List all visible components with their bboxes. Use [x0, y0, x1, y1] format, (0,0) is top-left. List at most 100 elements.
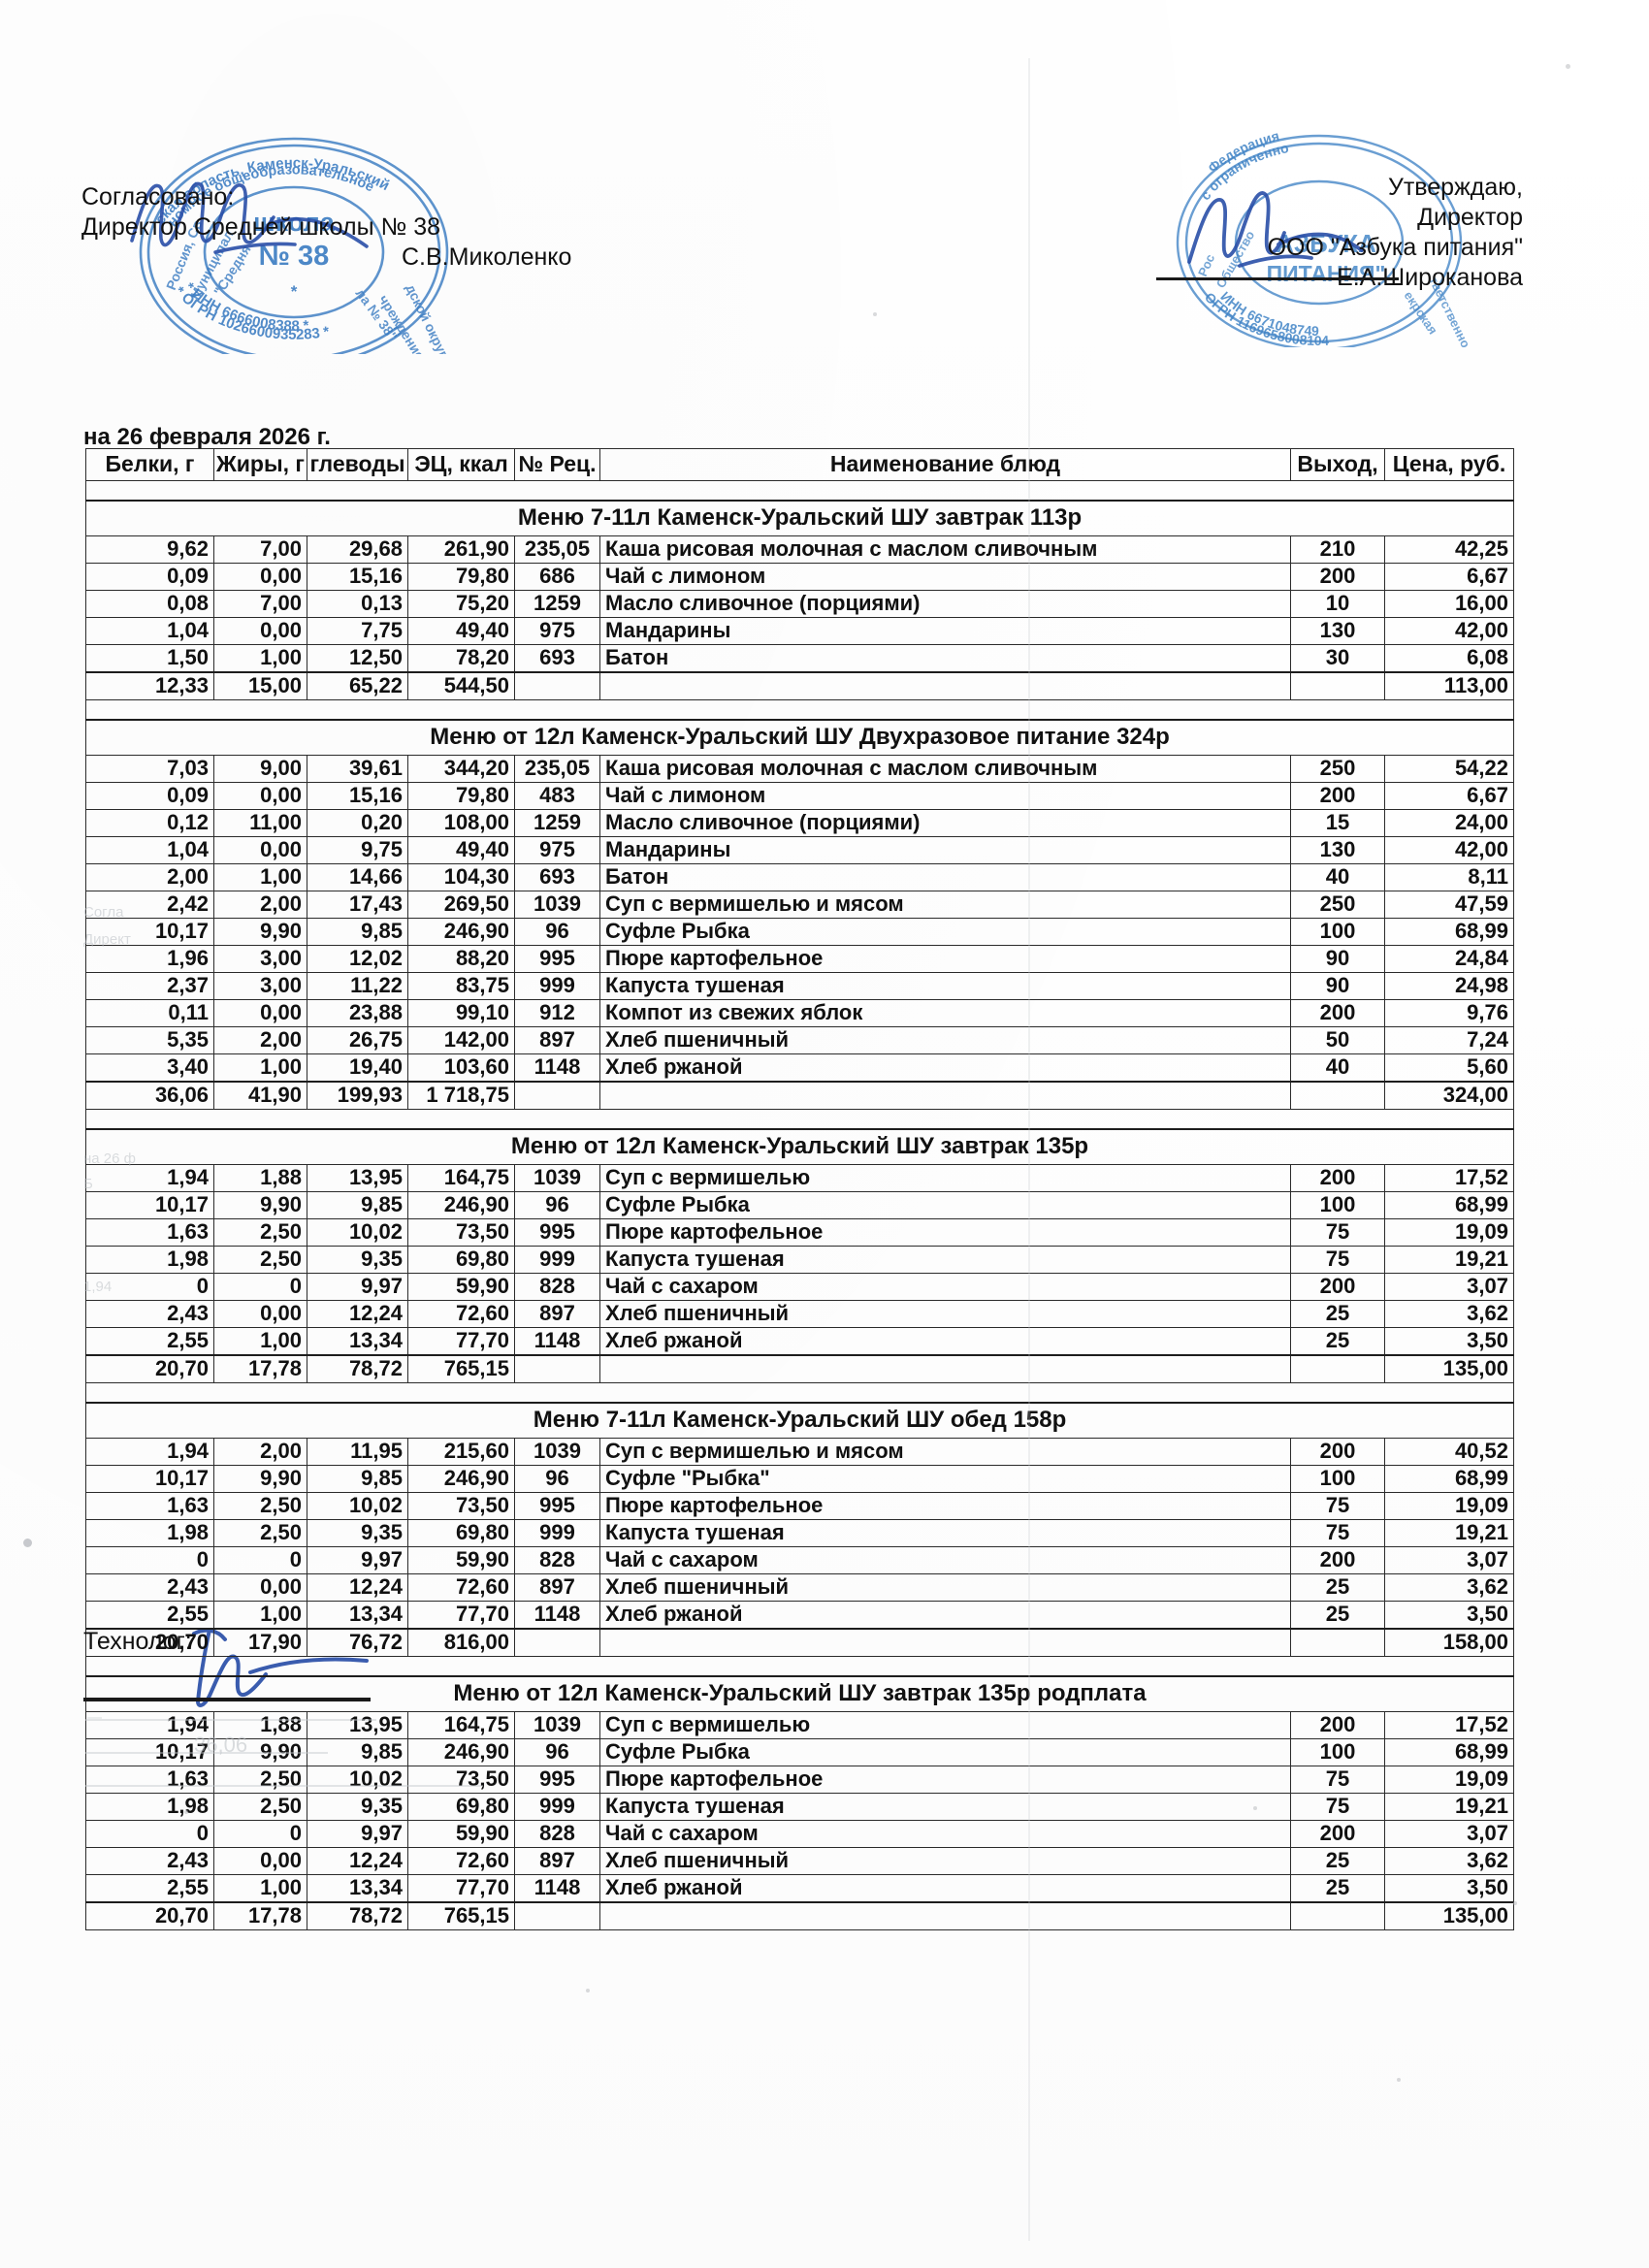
cell-fat: 2,50	[213, 1492, 307, 1520]
cell-protein: 1,04	[85, 836, 214, 864]
cell-recipe-no: 1039	[514, 1438, 600, 1466]
total-carbs: 78,72	[307, 1901, 408, 1930]
cell-dish-name: Суп с вермишелью и мясом	[599, 1438, 1291, 1466]
table-row: 2,42 2,00 17,43 269,50 1039 Суп с вермишелью …	[85, 891, 1514, 919]
cell-dish-name: Суфле Рыбка	[599, 1191, 1291, 1219]
cell-recipe-no: 1039	[514, 891, 600, 919]
cell-fat: 7,00	[213, 535, 307, 564]
cell-dish-name: Капуста тушеная	[599, 1793, 1291, 1821]
total-protein: 20,70	[85, 1901, 214, 1930]
section-total-row: 36,06 41,90 199,93 1 718,75 324,00	[85, 1081, 1514, 1110]
cell-output: 75	[1290, 1218, 1385, 1247]
cell-dish-name: Хлеб пшеничный	[599, 1300, 1291, 1328]
cell-output: 75	[1290, 1492, 1385, 1520]
table-row: 1,63 2,50 10,02 73,50 995 Пюре картофельное 75…	[85, 1218, 1514, 1247]
cell-fat: 2,50	[213, 1519, 307, 1547]
cell-carbs: 12,24	[307, 1573, 408, 1602]
cell-carbs: 17,43	[307, 891, 408, 919]
section-spacer-cell	[85, 1382, 1514, 1403]
total-price: 324,00	[1384, 1081, 1514, 1110]
total-recipe-no	[514, 1901, 600, 1930]
cell-carbs: 14,66	[307, 863, 408, 891]
scan-ghost-text: 36,06	[194, 1733, 248, 1757]
table-row: 2,43 0,00 12,24 72,60 897 Хлеб пшеничный 25 3,6…	[85, 1573, 1514, 1602]
cell-dish-name: Чай с сахаром	[599, 1273, 1291, 1301]
cell-output: 200	[1290, 563, 1385, 591]
cell-fat: 9,90	[213, 918, 307, 946]
table-row: 2,00 1,00 14,66 104,30 693 Батон 40 8,11	[85, 863, 1514, 891]
cell-dish-name: Суфле "Рыбка"	[599, 1465, 1291, 1493]
table-row: 0,09 0,00 15,16 79,80 483 Чай с лимоном 200 6,6…	[85, 782, 1514, 810]
cell-dish-name: Чай с лимоном	[599, 782, 1291, 810]
cell-output: 100	[1290, 1465, 1385, 1493]
cell-dish-name: Суфле Рыбка	[599, 1738, 1291, 1766]
total-energy: 544,50	[407, 671, 515, 700]
section-title-row: Меню 7-11л Каменск-Уральский ШУ обед 158…	[85, 1402, 1514, 1439]
cell-price: 3,62	[1384, 1573, 1514, 1602]
section-total-row: 12,33 15,00 65,22 544,50 113,00	[85, 671, 1514, 700]
svg-text:*: *	[291, 282, 298, 301]
cell-fat: 0	[213, 1546, 307, 1574]
cell-protein: 1,50	[85, 644, 214, 673]
svg-text:* ОГРН 1026600935283 *: * ОГРН 1026600935283 *	[172, 283, 331, 343]
cell-output: 200	[1290, 999, 1385, 1027]
cell-output: 100	[1290, 1738, 1385, 1766]
cell-recipe-no: 693	[514, 863, 600, 891]
cell-carbs: 9,85	[307, 1465, 408, 1493]
scan-ghost-text: Согла	[83, 904, 124, 921]
cell-energy: 246,90	[407, 1191, 515, 1219]
cell-fat: 2,50	[213, 1218, 307, 1247]
cell-protein: 0,09	[85, 563, 214, 591]
cell-energy: 49,40	[407, 617, 515, 645]
table-row: 0,12 11,00 0,20 108,00 1259 Масло сливочное (…	[85, 809, 1514, 837]
cell-protein: 10,17	[85, 918, 214, 946]
cell-recipe-no: 96	[514, 1465, 600, 1493]
cell-dish-name: Хлеб ржаной	[599, 1874, 1291, 1903]
cell-price: 3,50	[1384, 1874, 1514, 1903]
col-protein: Белки, г	[85, 448, 214, 481]
cell-protein: 2,43	[85, 1847, 214, 1875]
cell-carbs: 13,34	[307, 1601, 408, 1630]
cell-price: 19,21	[1384, 1793, 1514, 1821]
cell-price: 6,08	[1384, 644, 1514, 673]
table-header-row: Белки, г Жиры, г глеводы ЭЦ, ккал № Рец.…	[85, 448, 1514, 481]
cell-dish-name: Суп с вермишелью и мясом	[599, 891, 1291, 919]
cell-energy: 83,75	[407, 972, 515, 1000]
cell-carbs: 15,16	[307, 782, 408, 810]
cell-fat: 7,00	[213, 590, 307, 618]
total-carbs: 78,72	[307, 1354, 408, 1383]
scan-ghost-text: 1,94	[83, 1279, 113, 1295]
scan-ghost-line	[85, 1719, 376, 1721]
svg-text:екрская: екрская	[1402, 288, 1441, 337]
cell-price: 40,52	[1384, 1438, 1514, 1466]
cell-dish-name: Масло сливочное (порциями)	[599, 590, 1291, 618]
cell-recipe-no: 999	[514, 972, 600, 1000]
cell-dish-name: Суп с вермишелью	[599, 1711, 1291, 1739]
cell-protein: 0	[85, 1546, 214, 1574]
cell-protein: 2,55	[85, 1874, 214, 1903]
cell-protein: 0	[85, 1820, 214, 1848]
cell-recipe-no: 828	[514, 1273, 600, 1301]
cell-energy: 246,90	[407, 1738, 515, 1766]
cell-protein: 1,94	[85, 1164, 214, 1192]
section-total-row: 20,70 17,90 76,72 816,00 158,00	[85, 1628, 1514, 1657]
cell-output: 15	[1290, 809, 1385, 837]
total-energy: 765,15	[407, 1354, 515, 1383]
total-protein: 36,06	[85, 1081, 214, 1110]
col-energy: ЭЦ, ккал	[407, 448, 515, 481]
cell-dish-name: Хлеб пшеничный	[599, 1573, 1291, 1602]
section-title-row: Меню от 12л Каменск-Уральский ШУ Двухраз…	[85, 719, 1514, 756]
cell-dish-name: Хлеб ржаной	[599, 1601, 1291, 1630]
section-title: Меню 7-11л Каменск-Уральский ШУ обед 158…	[85, 1402, 1514, 1439]
cell-carbs: 10,02	[307, 1218, 408, 1247]
svg-text:ОГРН 1169658008104: ОГРН 1169658008104	[1202, 289, 1330, 347]
cell-fat: 2,00	[213, 1438, 307, 1466]
cell-fat: 0,00	[213, 999, 307, 1027]
col-recipe-no: № Рец.	[514, 448, 600, 481]
scan-speck	[1397, 2078, 1401, 2082]
cell-price: 3,62	[1384, 1847, 1514, 1875]
confirm-company: ООО "Азбука питания"	[1267, 234, 1523, 261]
cell-fat: 0,00	[213, 1573, 307, 1602]
cell-output: 25	[1290, 1874, 1385, 1903]
cell-energy: 73,50	[407, 1766, 515, 1794]
